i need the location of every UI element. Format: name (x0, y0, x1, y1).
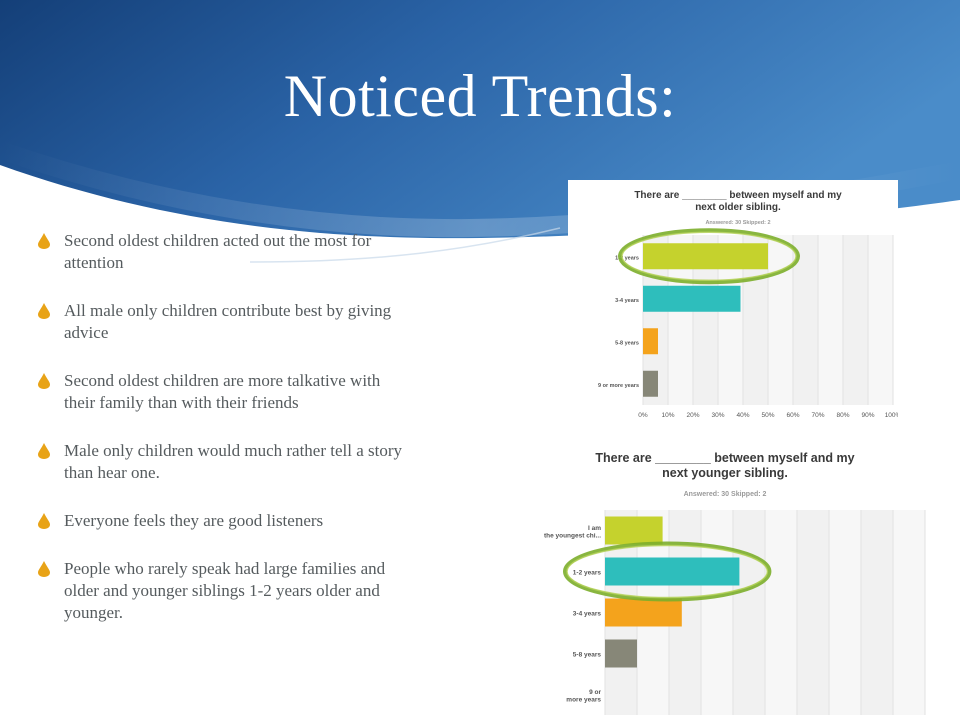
younger-sibling-chart-svg: There are ________ between myself and my… (544, 451, 926, 715)
chart-stats: Answered: 30 Skipped: 2 (705, 220, 770, 226)
plot-band (701, 510, 733, 715)
bar (605, 598, 682, 627)
category-label: 1-2 years (615, 255, 639, 261)
bullet-item: People who rarely speak had large famili… (38, 558, 410, 624)
header-shape (0, 0, 960, 239)
bar (643, 370, 658, 397)
category-label: 3-4 years (573, 611, 602, 618)
drop-bullet-icon (38, 373, 50, 389)
category-label: 1-2 years (573, 570, 602, 577)
bullet-text: All male only children contribute best b… (64, 301, 392, 342)
bullet-text: Male only children would much rather tel… (64, 441, 403, 482)
x-tick-label: 30% (711, 412, 724, 419)
chart-title-line: next younger sibling. (662, 466, 788, 480)
drop-bullet-icon (38, 303, 50, 319)
bullet-item: Male only children would much rather tel… (38, 440, 410, 484)
x-tick-label: 50% (761, 412, 774, 419)
highlight-ring-inner (621, 231, 797, 281)
bullet-list: Second oldest children acted out the mos… (38, 230, 410, 650)
chart-title-line: next older sibling. (695, 202, 781, 213)
category-label: 5-8 years (573, 652, 602, 659)
older-sibling-chart-svg: There are ________ between myself and my… (598, 190, 902, 419)
bullet-text: People who rarely speak had large famili… (64, 559, 386, 622)
bullet-item: Everyone feels they are good listeners (38, 510, 410, 532)
category-label: I am (588, 525, 601, 532)
bullet-item: Second oldest children are more talkativ… (38, 370, 410, 414)
bar (605, 557, 740, 586)
x-tick-label: 20% (686, 412, 699, 419)
drop-bullet-icon (38, 233, 50, 249)
x-tick-label: 40% (736, 412, 749, 419)
plot-band (797, 510, 829, 715)
drop-bullet-icon (38, 561, 50, 577)
bullet-text: Second oldest children acted out the mos… (64, 231, 372, 272)
chart-title-line: There are ________ between myself and my (634, 190, 842, 201)
chart-title-line: There are ________ between myself and my (595, 451, 854, 465)
plot-band (843, 235, 868, 405)
category-label: 9 or (589, 689, 601, 696)
bullet-item: Second oldest children acted out the mos… (38, 230, 410, 274)
bullet-text: Second oldest children are more talkativ… (64, 371, 381, 412)
x-tick-label: 80% (836, 412, 849, 419)
plot-band (765, 510, 797, 715)
younger-sibling-chart: There are ________ between myself and my… (535, 440, 930, 720)
drop-bullet-icon (38, 443, 50, 459)
plot-band (829, 510, 861, 715)
bar (643, 243, 768, 270)
highlight-ring (618, 228, 800, 285)
category-label: 3-4 years (615, 298, 639, 304)
bar (643, 285, 741, 312)
header-highlight-line (249, 227, 561, 263)
x-tick-label: 70% (811, 412, 824, 419)
bar (605, 639, 637, 668)
bullet-item: All male only children contribute best b… (38, 300, 410, 344)
category-label: more years (566, 696, 601, 703)
plot-band (861, 510, 893, 715)
x-tick-label: 100% (885, 412, 898, 419)
chart-stats: Answered: 30 Skipped: 2 (684, 491, 767, 498)
drop-bullet-icon (38, 513, 50, 529)
bar (643, 328, 658, 355)
older-sibling-chart: There are ________ between myself and my… (568, 180, 902, 420)
x-tick-label: 60% (786, 412, 799, 419)
plot-band (733, 510, 765, 715)
bullet-text: Everyone feels they are good listeners (64, 511, 324, 530)
x-tick-label: 0% (638, 412, 648, 419)
highlight-ring-inner (566, 544, 769, 599)
category-label: 9 or more years (598, 383, 639, 389)
category-label: the youngest chi... (544, 532, 601, 539)
x-tick-label: 90% (861, 412, 874, 419)
highlight-ring (563, 541, 772, 602)
plot-band (868, 235, 893, 405)
plot-band (818, 235, 843, 405)
plot-band (768, 235, 793, 405)
x-tick-label: 10% (661, 412, 674, 419)
category-label: 5-8 years (615, 340, 639, 346)
bar (605, 516, 663, 545)
plot-band (893, 510, 925, 715)
slide-title: Noticed Trends: (283, 63, 677, 129)
